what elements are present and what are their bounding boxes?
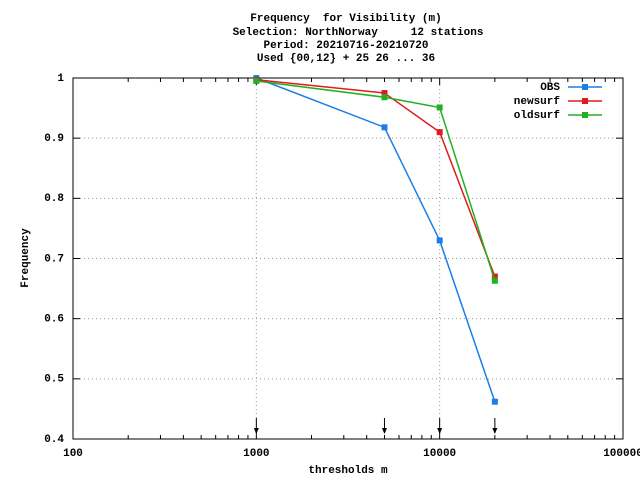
title-line: Frequency for Visibility (m)	[250, 13, 441, 25]
series-marker	[381, 90, 388, 97]
series-line	[256, 77, 496, 402]
threshold-arrowhead	[492, 428, 498, 434]
y-tick-label: 1	[57, 73, 64, 85]
series-marker	[491, 273, 498, 280]
title-line: Period: 20210716-20210720	[263, 40, 428, 52]
y-axis-label: Frequency	[20, 228, 32, 288]
series-marker	[381, 124, 388, 131]
series-marker	[381, 94, 388, 101]
x-tick-label: 10000	[423, 448, 456, 460]
legend-label: OBS	[540, 82, 560, 94]
series-line	[256, 79, 496, 277]
y-tick-label: 0.4	[44, 434, 64, 446]
series-line	[256, 80, 496, 281]
y-tick-label: 0.7	[44, 253, 64, 265]
y-tick-label: 0.6	[44, 314, 64, 326]
legend-marker	[582, 98, 588, 104]
x-axis-label: thresholds m	[308, 465, 388, 477]
x-tick-label: 100000	[603, 448, 640, 460]
y-tick-label: 0.9	[44, 133, 64, 145]
legend-label: oldsurf	[514, 110, 561, 122]
series-marker	[491, 398, 498, 405]
title-line: Selection: NorthNorway 12 stations	[233, 27, 484, 39]
y-tick-label: 0.8	[44, 193, 64, 205]
legend-label: newsurf	[514, 96, 561, 108]
series-marker	[253, 78, 260, 85]
x-tick-label: 100	[63, 448, 83, 460]
threshold-arrowhead	[381, 428, 387, 434]
series-marker	[436, 104, 443, 111]
x-tick-label: 1000	[243, 448, 269, 460]
series-marker	[436, 237, 443, 244]
legend-marker	[582, 112, 588, 118]
threshold-arrowhead	[437, 428, 443, 434]
series-marker	[436, 129, 443, 136]
title-line: Used {00,12} + 25 26 ... 36	[257, 53, 435, 65]
legend-marker	[582, 84, 588, 90]
series-marker	[491, 277, 498, 284]
threshold-arrowhead	[253, 428, 259, 434]
y-tick-label: 0.5	[44, 374, 64, 386]
